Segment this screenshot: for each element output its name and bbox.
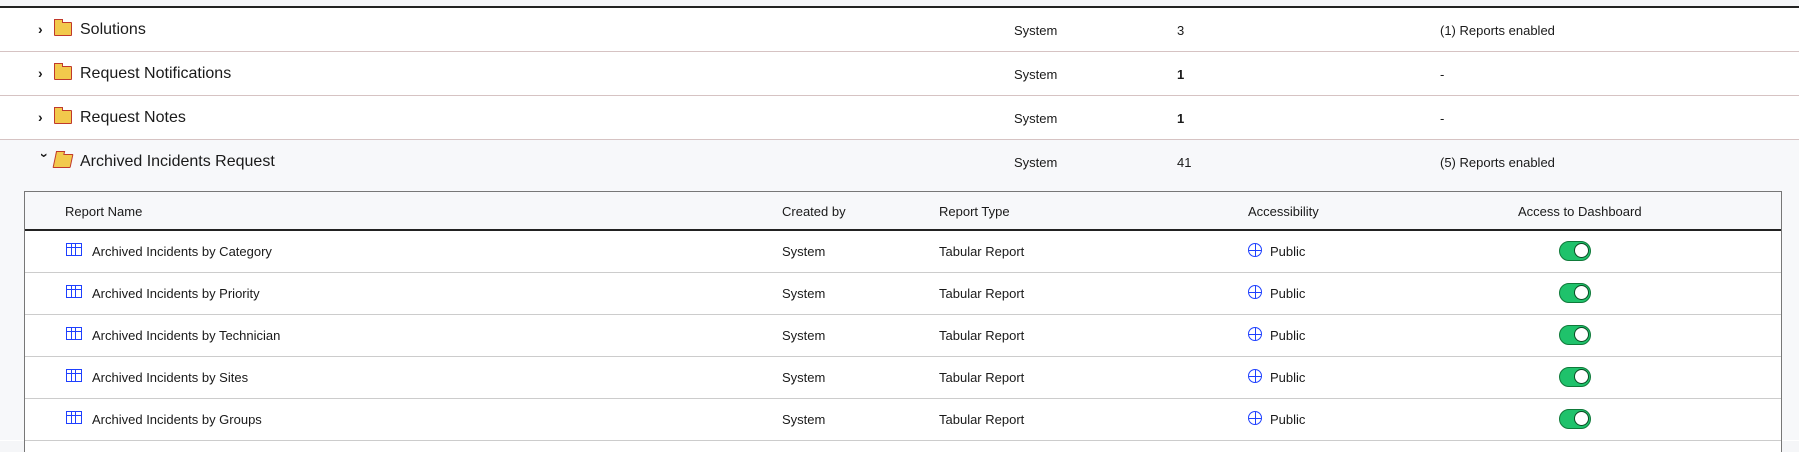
folder-reports-enabled: - — [1440, 67, 1445, 82]
header-access-to-dashboard[interactable]: Access to Dashboard — [1518, 204, 1642, 219]
folder-report-count: 41 — [1177, 155, 1192, 170]
folder-reports-enabled: (1) Reports enabled — [1440, 23, 1555, 38]
report-created-by: System — [782, 370, 826, 385]
report-folders-list: › Solutions System 3 (1) Reports enabled… — [0, 6, 1799, 452]
folder-name: Request Notifications — [80, 65, 232, 82]
report-created-by: System — [782, 286, 826, 301]
folder-created-by: System — [1014, 67, 1058, 82]
folder-created-by: System — [1014, 23, 1058, 38]
report-type: Tabular Report — [939, 370, 1025, 385]
table-report-icon — [66, 243, 82, 256]
globe-icon — [1248, 327, 1262, 341]
dashboard-access-toggle[interactable] — [1559, 283, 1591, 303]
report-created-by: System — [782, 328, 826, 343]
table-report-icon — [66, 285, 82, 298]
report-type: Tabular Report — [939, 244, 1025, 259]
table-row[interactable]: Archived Incidents by Groups System Tabula… — [25, 399, 1781, 441]
folder-row-solutions[interactable]: › Solutions System 3 (1) Reports enabled — [0, 8, 1799, 52]
chevron-down-icon[interactable]: › — [37, 153, 53, 158]
folder-created-by: System — [1014, 111, 1058, 126]
table-row[interactable]: Archived Incidents by Priority System Tabu… — [25, 273, 1781, 315]
table-report-icon — [66, 369, 82, 382]
dashboard-access-toggle[interactable] — [1559, 367, 1591, 387]
chevron-right-icon[interactable]: › — [38, 109, 43, 125]
globe-icon — [1248, 369, 1262, 383]
chevron-right-icon[interactable]: › — [38, 21, 43, 37]
folder-reports-enabled: - — [1440, 111, 1445, 126]
table-report-icon — [66, 411, 82, 424]
folder-report-count: 1 — [1177, 111, 1185, 126]
folder-name: Solutions — [80, 21, 146, 38]
reports-table: Report Name Created by Report Type Acces… — [24, 191, 1782, 452]
report-name-link[interactable]: Archived Incidents by Priority — [92, 286, 260, 301]
report-name-link[interactable]: Archived Incidents by Technician — [92, 328, 281, 343]
report-accessibility: Public — [1270, 286, 1306, 301]
dashboard-access-toggle[interactable] — [1559, 241, 1591, 261]
folder-row-request-notes[interactable]: › Request Notes System 1 - — [0, 96, 1799, 140]
report-type: Tabular Report — [939, 412, 1025, 427]
folder-created-by: System — [1014, 155, 1058, 170]
header-report-name[interactable]: Report Name — [65, 204, 143, 219]
folder-icon — [54, 63, 72, 80]
globe-icon — [1248, 285, 1262, 299]
table-row[interactable]: Archived Incidents by Category System Tabu… — [25, 231, 1781, 273]
folder-open-icon — [52, 154, 74, 168]
table-row[interactable]: Archived Incidents by Sites System Tabular… — [25, 357, 1781, 399]
report-name-link[interactable]: Archived Incidents by Groups — [92, 412, 262, 427]
folder-report-count: 1 — [1177, 67, 1185, 82]
report-type: Tabular Report — [939, 286, 1025, 301]
report-type: Tabular Report — [939, 328, 1025, 343]
header-created-by[interactable]: Created by — [782, 204, 846, 219]
report-created-by: System — [782, 412, 826, 427]
table-report-icon — [66, 327, 82, 340]
report-accessibility: Public — [1270, 328, 1306, 343]
report-accessibility: Public — [1270, 370, 1306, 385]
folder-reports-enabled: (5) Reports enabled — [1440, 155, 1555, 170]
chevron-right-icon[interactable]: › — [38, 65, 43, 81]
folder-icon — [54, 107, 72, 124]
folder-name: Request Notes — [80, 109, 186, 126]
folder-row-request-notifications[interactable]: › Request Notifications System 1 - — [0, 52, 1799, 96]
table-row[interactable]: Archived Incidents by Technician System Ta… — [25, 315, 1781, 357]
folder-icon — [54, 19, 72, 36]
report-accessibility: Public — [1270, 244, 1306, 259]
report-name-link[interactable]: Archived Incidents by Category — [92, 244, 272, 259]
header-accessibility[interactable]: Accessibility — [1248, 204, 1319, 219]
report-created-by: System — [782, 244, 826, 259]
globe-icon — [1248, 411, 1262, 425]
dashboard-access-toggle[interactable] — [1559, 409, 1591, 429]
report-name-link[interactable]: Archived Incidents by Sites — [92, 370, 249, 385]
globe-icon — [1248, 243, 1262, 257]
report-accessibility: Public — [1270, 412, 1306, 427]
folder-name: Archived Incidents Request — [80, 153, 275, 170]
dashboard-access-toggle[interactable] — [1559, 325, 1591, 345]
table-header: Report Name Created by Report Type Acces… — [25, 192, 1781, 231]
header-report-type[interactable]: Report Type — [939, 204, 1010, 219]
folder-report-count: 3 — [1177, 23, 1185, 38]
